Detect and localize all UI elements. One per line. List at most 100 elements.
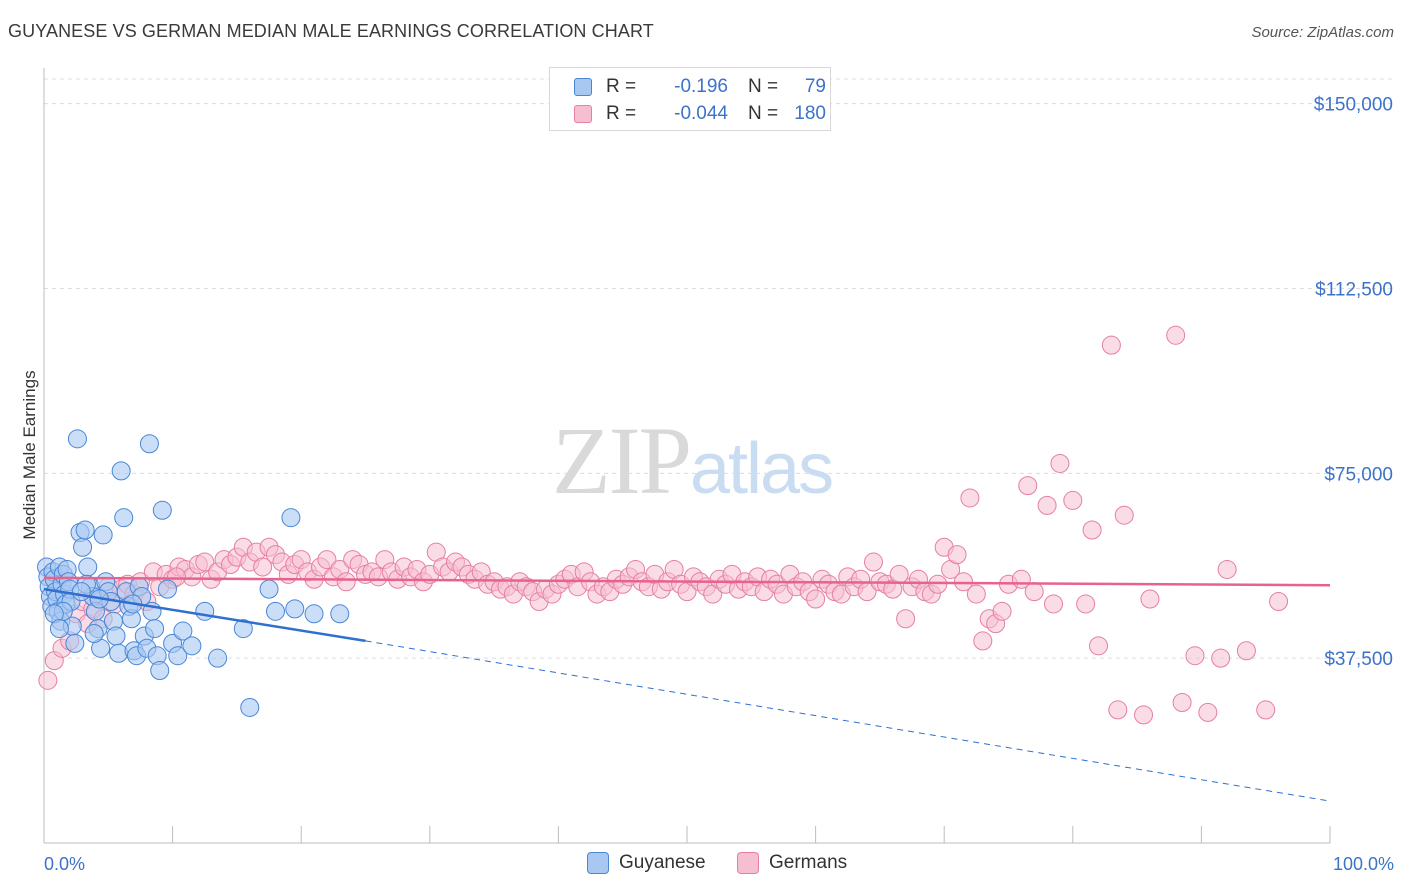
guyanese-legend-label: Guyanese — [619, 852, 706, 873]
guyanese-point — [84, 624, 104, 644]
watermark-zip: ZIP — [552, 407, 692, 514]
germans-point — [1063, 490, 1083, 510]
guyanese-point — [259, 579, 279, 599]
germans-point — [1089, 636, 1109, 656]
guyanese-point — [67, 429, 87, 449]
guyanese-point — [168, 646, 188, 666]
n-label: N = — [748, 76, 779, 97]
germans-point — [1082, 520, 1102, 540]
germans-point — [1269, 591, 1289, 611]
r-value: -0.044 — [674, 103, 728, 124]
n-value: 79 — [804, 76, 826, 97]
legend-row-germans: R = -0.044 N = 180 — [574, 101, 826, 127]
x-tick-label-max: 100.0% — [1333, 854, 1394, 874]
guyanese-point — [233, 619, 253, 639]
germans-legend-label: Germans — [769, 852, 848, 873]
guyanese-point — [157, 579, 177, 599]
germans-point — [960, 488, 980, 508]
germans-point — [38, 670, 58, 690]
guyanese-point — [152, 500, 172, 520]
guyanese-point — [73, 537, 93, 557]
guyanese-point — [330, 604, 350, 624]
guyanese-point — [65, 633, 85, 653]
n-label: N = — [748, 103, 779, 124]
germans-point — [1256, 700, 1276, 720]
x-tick-label-min: 0.0% — [44, 854, 85, 874]
r-label: R = — [606, 103, 637, 124]
legend-item-germans[interactable]: Germans — [737, 852, 847, 874]
germans-point — [1198, 702, 1218, 722]
germans-point — [1172, 693, 1192, 713]
germans-trendline — [43, 576, 1331, 587]
germans-point — [953, 572, 973, 592]
legend-row-guyanese: R = -0.196 N = 79 — [574, 74, 826, 100]
guyanese-point — [78, 557, 98, 577]
chart-title: GUYANESE VS GERMAN MEDIAN MALE EARNINGS … — [8, 21, 654, 41]
germans-point — [1044, 594, 1064, 614]
n-value: 180 — [794, 103, 826, 124]
legend-item-guyanese[interactable]: Guyanese — [587, 852, 706, 874]
watermark: ZIPatlas — [552, 405, 834, 516]
germans-point — [1024, 582, 1044, 602]
guyanese-point — [285, 599, 305, 619]
germans-point — [1050, 453, 1070, 473]
guyanese-point — [139, 434, 159, 454]
guyanese-point — [173, 621, 193, 641]
germans-point — [1114, 505, 1134, 525]
guyanese-point — [106, 626, 126, 646]
germans-point — [1185, 646, 1205, 666]
guyanese-point — [145, 619, 165, 639]
germans-point — [1134, 705, 1154, 725]
guyanese-legend-swatch — [587, 852, 609, 874]
guyanese-trendline-extension — [365, 640, 1331, 802]
guyanese-point — [304, 604, 324, 624]
guyanese-point — [49, 619, 69, 639]
r-value: -0.196 — [674, 76, 728, 97]
germans-legend-swatch — [737, 852, 759, 874]
series-legend: Guyanese Germans — [0, 852, 1406, 878]
guyanese-point — [195, 601, 215, 621]
guyanese-point — [240, 697, 260, 717]
guyanese-point — [208, 648, 228, 668]
germans-point — [317, 550, 337, 570]
guyanese-point — [265, 601, 285, 621]
germans-point — [1076, 594, 1096, 614]
watermark-atlas: atlas — [690, 429, 834, 509]
germans-point — [966, 584, 986, 604]
guyanese-point — [93, 525, 113, 545]
germans-point — [253, 557, 273, 577]
guyanese-point — [75, 520, 95, 540]
germans-point — [1236, 641, 1256, 661]
germans-point — [1166, 325, 1186, 345]
germans-point — [1108, 700, 1128, 720]
germans-point — [1018, 476, 1038, 496]
germans-point — [1140, 589, 1160, 609]
guyanese-swatch — [574, 78, 592, 96]
guyanese-point — [71, 582, 91, 602]
germans-point — [992, 601, 1012, 621]
r-label: R = — [606, 76, 637, 97]
correlation-legend: R = -0.196 N = 79 R = -0.044 N = 180 — [549, 67, 831, 131]
guyanese-point — [281, 508, 301, 528]
germans-swatch — [574, 105, 592, 123]
guyanese-point — [182, 636, 202, 656]
germans-point — [896, 609, 916, 629]
source-label: Source: ZipAtlas.com — [1251, 24, 1394, 41]
guyanese-trendline — [43, 587, 366, 643]
germans-point — [1037, 495, 1057, 515]
y-tick-label: $112,500 — [1315, 279, 1393, 300]
germans-point — [1101, 335, 1121, 355]
germans-point — [947, 545, 967, 565]
germans-point — [336, 572, 356, 592]
germans-point — [1217, 559, 1237, 579]
guyanese-point — [114, 508, 134, 528]
y-tick-label: $75,000 — [1324, 464, 1393, 485]
y-tick-label: $37,500 — [1324, 649, 1393, 670]
germans-point — [195, 552, 215, 572]
guyanese-point — [150, 660, 170, 680]
germans-point — [1211, 648, 1231, 668]
germans-point — [973, 631, 993, 651]
germans-point — [863, 552, 883, 572]
guyanese-point — [111, 461, 131, 481]
